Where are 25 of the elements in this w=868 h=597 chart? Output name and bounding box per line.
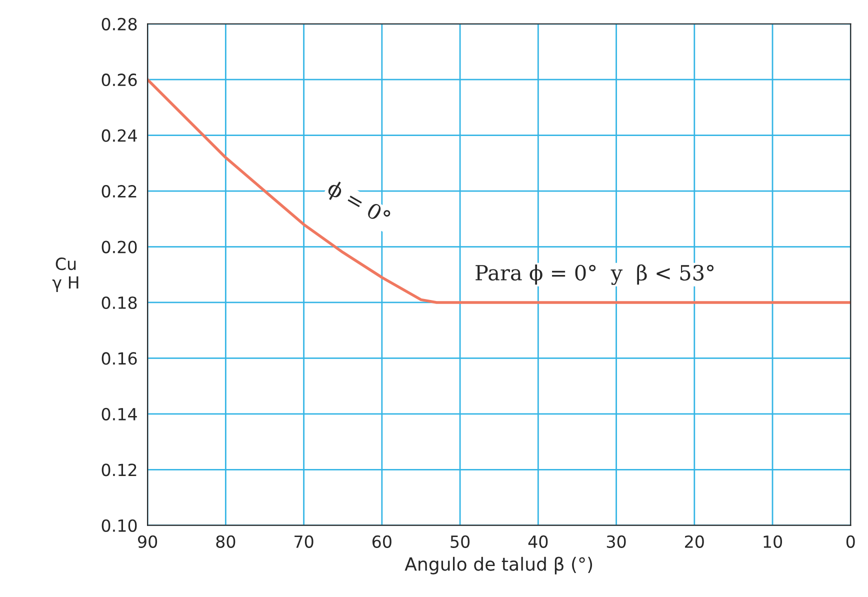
x-tick-label: 70 [294, 535, 314, 548]
y-tick-label: 0.18 [102, 296, 137, 310]
annotation: Para ϕ = 0° y β < 53° [476, 264, 714, 285]
y-axis-title: Cu γ H [52, 258, 78, 292]
x-tick-label: 0 [846, 535, 855, 548]
x-tick-label: 90 [138, 535, 158, 548]
line-series [148, 78, 851, 304]
x-tick-label: 40 [528, 535, 548, 548]
x-tick-label: 20 [685, 535, 704, 548]
x-tick-label: 10 [764, 535, 782, 548]
x-tick-label: 80 [216, 535, 236, 548]
y-tick-label: 0.20 [102, 240, 137, 254]
y-tick-label: 0.24 [102, 129, 137, 142]
annotation: ϕ = 0° [324, 178, 392, 230]
y-tick-label: 0.14 [102, 408, 137, 420]
y-tick-label: 0.22 [102, 185, 136, 198]
x-axis-title: Angulo de talud β (°) [404, 556, 592, 574]
y-tick-label: 0.12 [102, 464, 136, 476]
x-tick-label: 50 [450, 535, 470, 548]
x-tick-label: 60 [372, 535, 392, 548]
x-tick-label: 30 [606, 535, 626, 548]
y-tick-label: 0.28 [102, 18, 137, 30]
y-tick-label: 0.10 [102, 519, 137, 532]
y-tick-label: 0.16 [102, 352, 137, 365]
y-tick-label: 0.26 [102, 74, 137, 86]
